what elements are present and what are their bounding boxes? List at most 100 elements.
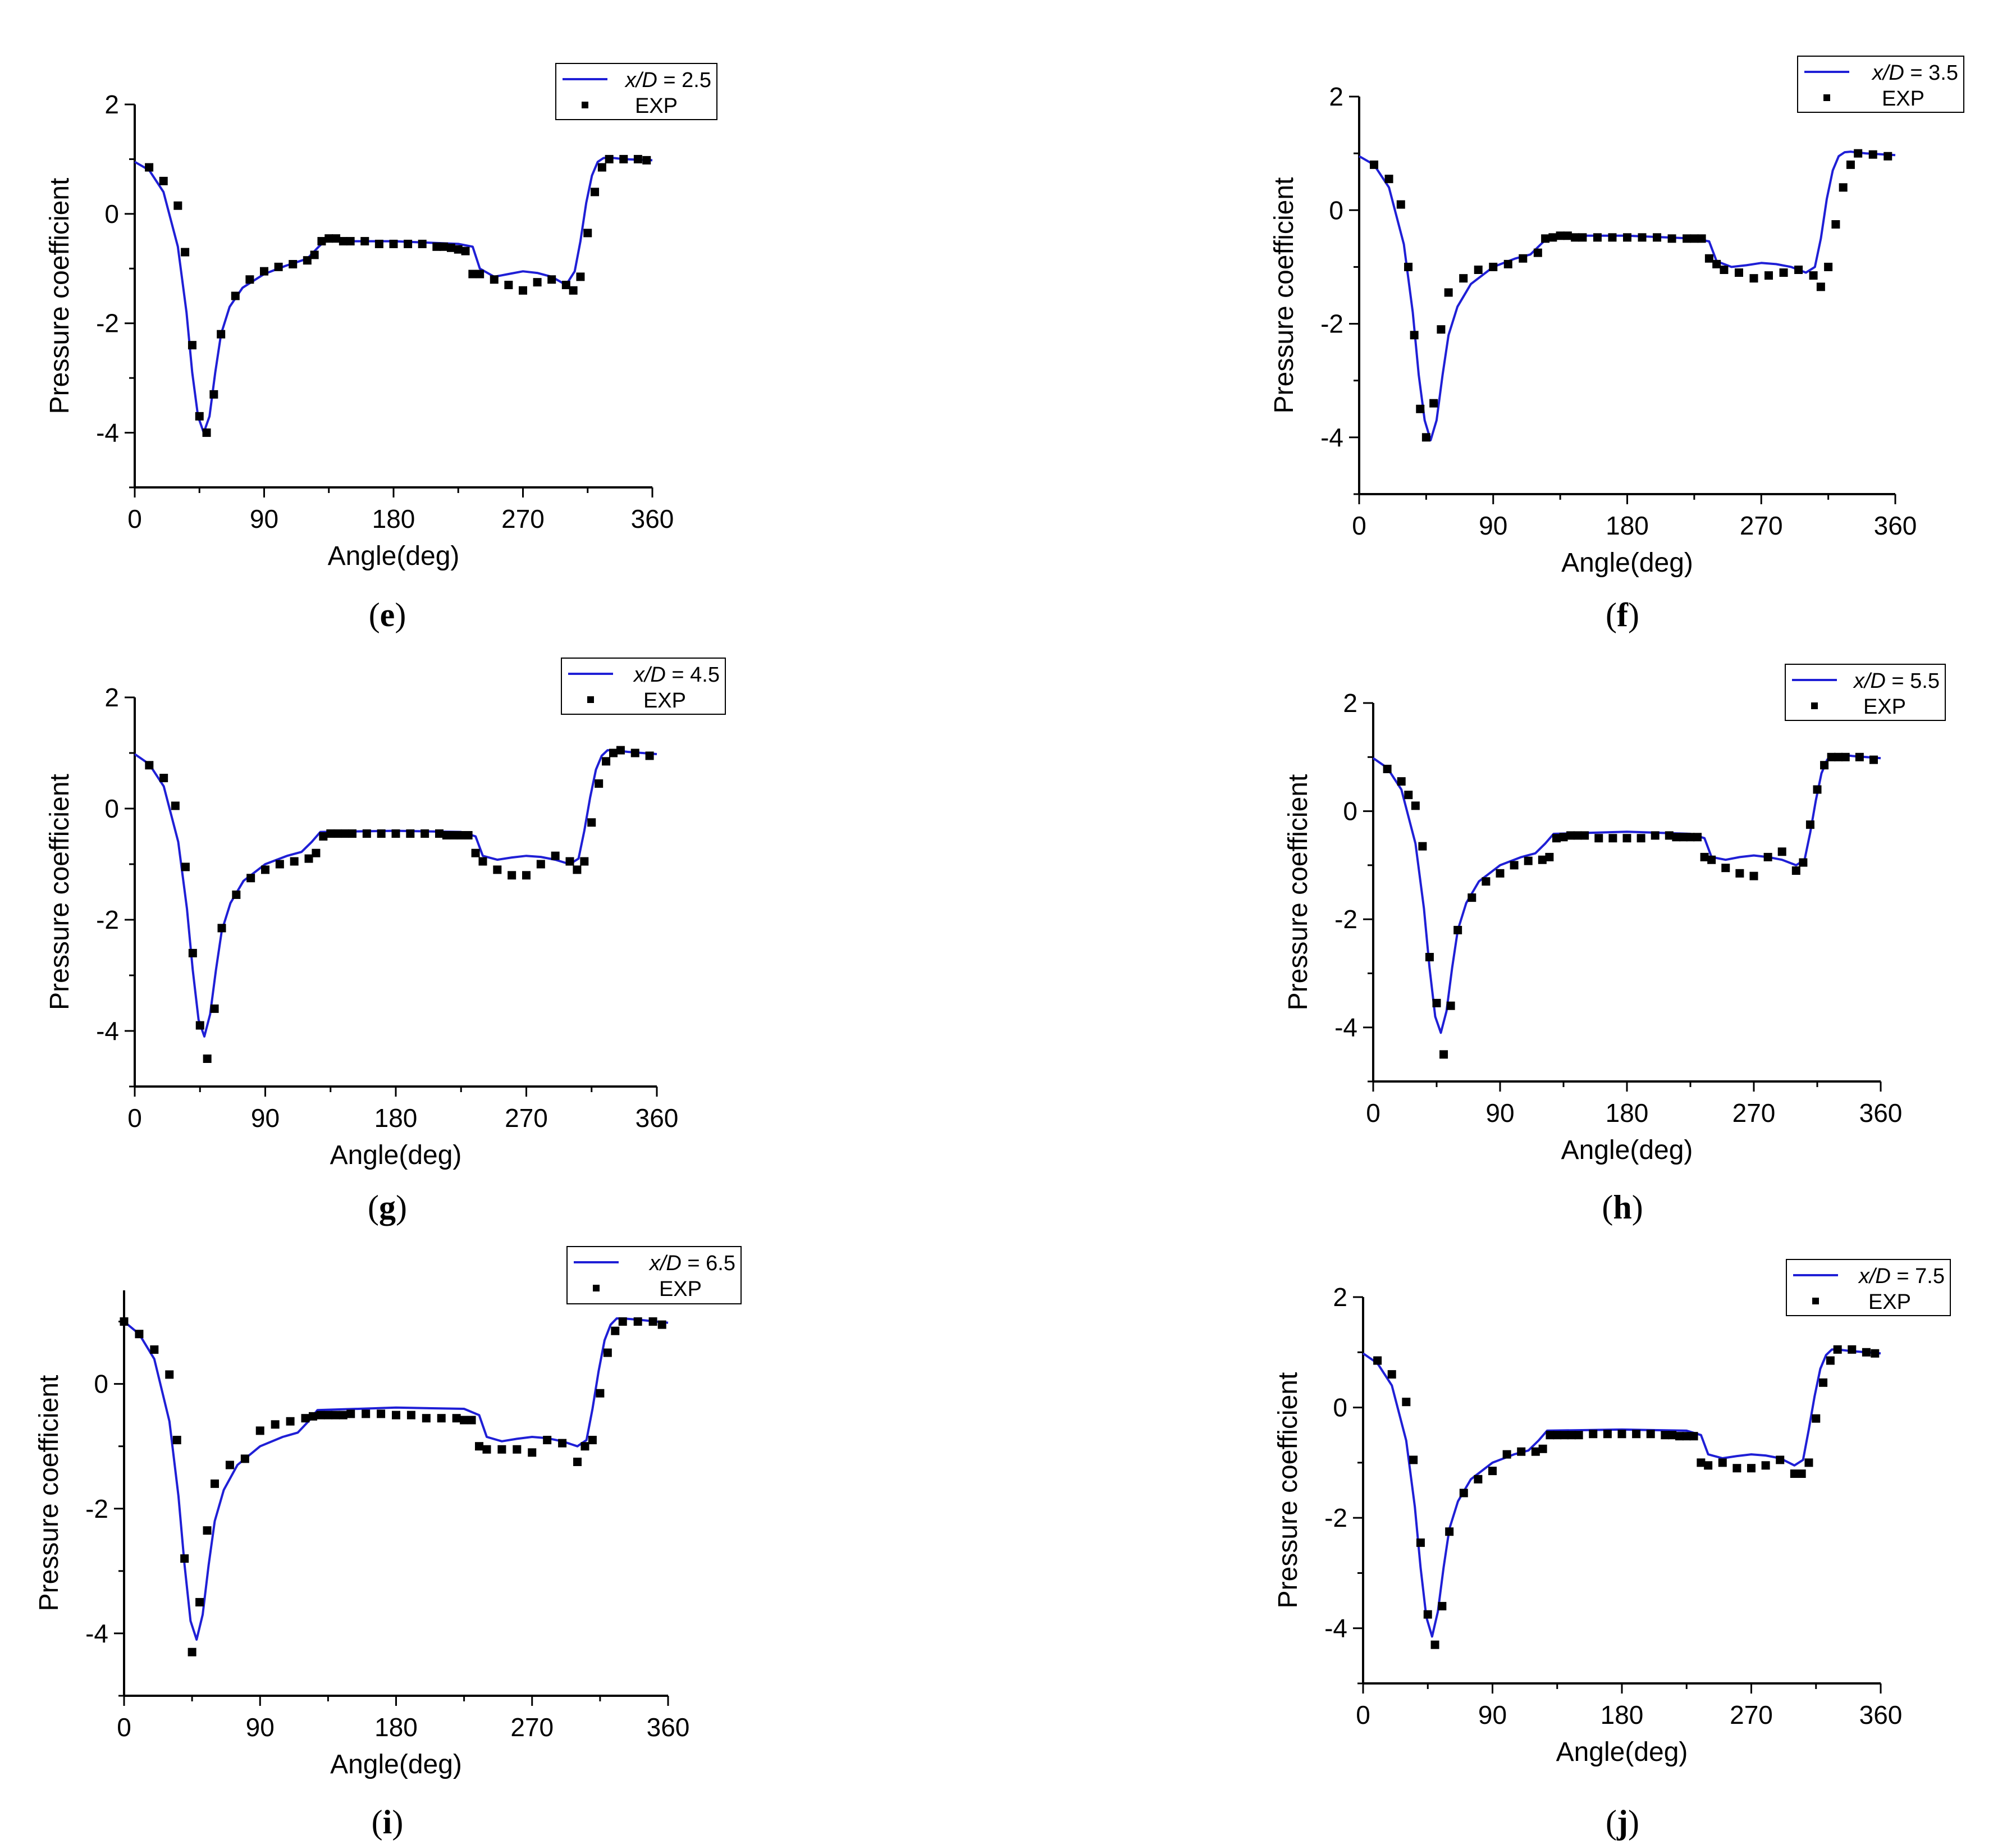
y-tick-label: -2 (1334, 905, 1357, 934)
exp-data-point (1779, 268, 1788, 277)
exp-data-point (1439, 1050, 1448, 1059)
y-tick-label: 0 (1329, 195, 1343, 225)
exp-data-point (360, 237, 369, 246)
caption-open-paren: ( (369, 596, 380, 633)
exp-data-point (471, 848, 480, 857)
exp-data-point (1446, 1001, 1455, 1010)
exp-data-point (310, 250, 319, 259)
panel-caption: (g) (368, 1189, 407, 1226)
exp-data-point (324, 234, 333, 243)
exp-data-point (1646, 1430, 1655, 1439)
exp-data-point (1517, 1447, 1526, 1456)
legend-box (1797, 56, 1964, 113)
exp-data-point (1661, 1431, 1670, 1440)
exp-data-point (513, 1445, 522, 1454)
exp-data-point (301, 1414, 310, 1423)
exp-data-point (1884, 152, 1892, 161)
exp-data-point (245, 275, 254, 284)
exp-data-point (645, 751, 654, 760)
y-tick-label: -4 (1320, 423, 1343, 452)
exp-data-point (348, 829, 356, 838)
exp-data-point (467, 1416, 476, 1425)
legend-line-value: = 6.5 (682, 1252, 735, 1275)
x-tick-label: 0 (1366, 1098, 1380, 1128)
exp-data-point (1665, 831, 1674, 840)
x-tick-label: 0 (117, 1713, 131, 1742)
caption-open-paren: ( (372, 1804, 383, 1841)
exp-data-point (1474, 1475, 1483, 1484)
x-tick-label: 90 (246, 1713, 275, 1742)
legend-line-value: = 2.5 (657, 69, 711, 92)
exp-data-point (362, 1409, 371, 1418)
x-tick-label: 270 (1730, 1700, 1773, 1729)
legend-marker-label: EXP (1868, 1290, 1911, 1314)
exp-data-point (561, 281, 570, 290)
panel-caption: (h) (1602, 1189, 1643, 1226)
exp-data-point (1690, 234, 1699, 243)
exp-data-point (195, 1597, 204, 1606)
exp-data-point (1538, 855, 1547, 864)
exp-data-point (1791, 866, 1800, 875)
exp-data-point (1552, 834, 1561, 843)
exp-data-point (1749, 871, 1758, 880)
legend-marker-label: EXP (1863, 695, 1906, 719)
exp-data-point (1559, 833, 1568, 842)
x-tick-label: 270 (510, 1713, 554, 1742)
exp-data-point (1761, 1461, 1770, 1470)
exp-data-point (172, 1436, 181, 1445)
exp-data-point (490, 275, 499, 284)
exp-data-point (1503, 259, 1512, 268)
exp-data-point (1675, 1432, 1684, 1441)
caption-close-paren: ) (392, 1804, 403, 1841)
exp-data-point (565, 857, 574, 866)
exp-data-point (275, 860, 284, 869)
exp-data-point (1445, 1527, 1454, 1536)
exp-data-point (1589, 1430, 1598, 1439)
y-tick-label: 2 (104, 90, 119, 119)
exp-data-point (173, 201, 182, 210)
exp-data-point (630, 748, 639, 757)
caption-close-paren: ) (1628, 596, 1639, 633)
y-tick-label: 0 (1333, 1393, 1347, 1422)
legend-line-value: = 5.5 (1886, 669, 1940, 693)
x-axis-label: Angle(deg) (1556, 1737, 1688, 1767)
exp-data-point (1868, 150, 1877, 159)
x-tick-label: 0 (127, 1103, 142, 1133)
panel-caption: (e) (369, 596, 406, 633)
exp-data-point (180, 1554, 189, 1563)
exp-data-point (583, 229, 592, 238)
exp-data-point (406, 829, 415, 838)
exp-data-point (460, 1416, 469, 1425)
exp-data-point (1603, 1430, 1612, 1439)
exp-data-point (1608, 233, 1617, 242)
exp-data-point (528, 1448, 537, 1457)
exp-data-point (1827, 752, 1836, 761)
exp-data-point (1593, 233, 1602, 242)
exp-data-point (1416, 404, 1425, 413)
panel-caption: (i) (372, 1804, 404, 1841)
x-tick-label: 270 (1740, 511, 1783, 540)
exp-data-point (1423, 1610, 1432, 1619)
x-tick-label: 360 (1859, 1700, 1903, 1729)
exp-data-point (1834, 752, 1843, 761)
exp-data-point (1402, 1398, 1411, 1407)
exp-data-point (1429, 399, 1438, 408)
caption-close-paren: ) (395, 596, 406, 633)
exp-data-point (1411, 801, 1420, 810)
exp-data-point (159, 176, 168, 185)
legend-marker-swatch (1823, 94, 1830, 101)
exp-data-point (543, 1436, 552, 1445)
exp-data-point (377, 829, 386, 838)
exp-data-point (1820, 761, 1829, 770)
exp-data-point (1721, 864, 1730, 873)
caption-letter: g (379, 1189, 396, 1226)
exp-data-point (1718, 1458, 1727, 1467)
exp-data-point (210, 1004, 219, 1013)
exp-data-point (1545, 852, 1554, 861)
exp-data-point (422, 1414, 431, 1423)
exp-data-point (587, 818, 596, 827)
exp-data-point (389, 239, 398, 248)
exp-data-point (1574, 1431, 1583, 1440)
panel-caption: (f) (1606, 596, 1639, 633)
exp-data-point (209, 390, 218, 399)
